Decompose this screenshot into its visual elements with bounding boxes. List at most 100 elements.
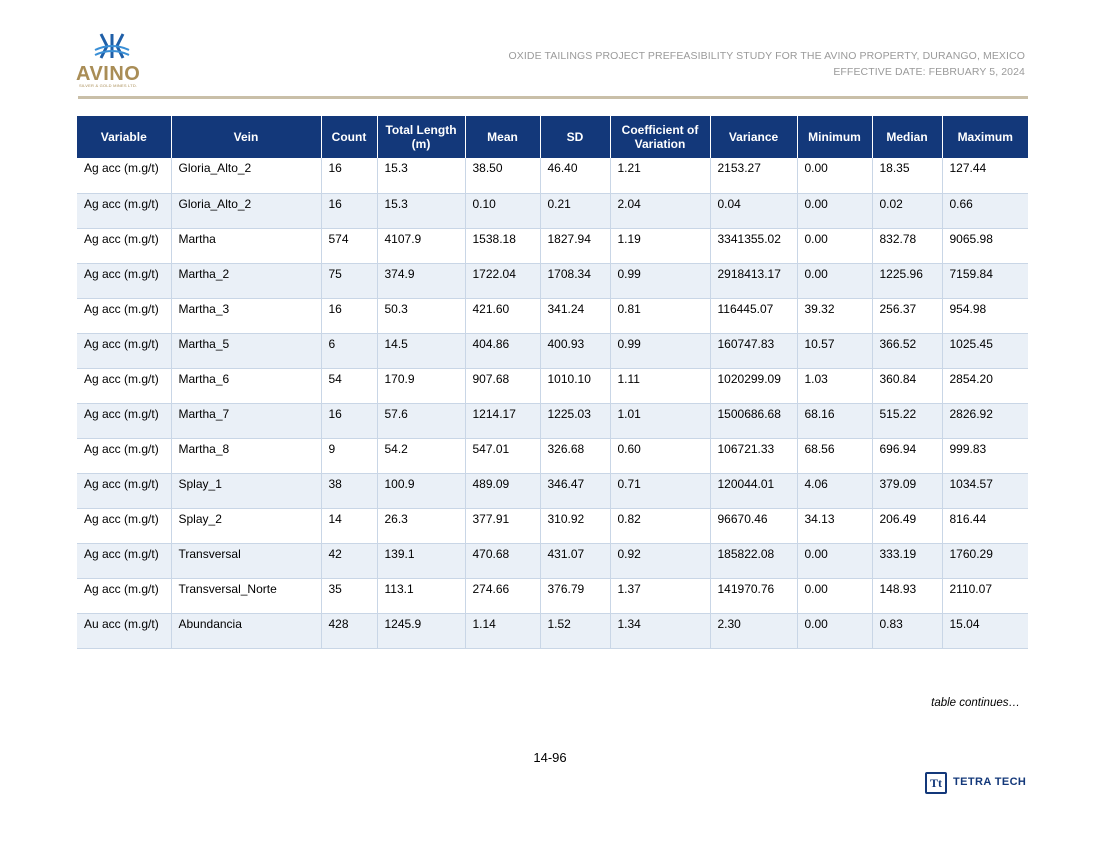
table-cell: 1245.9 bbox=[376, 613, 465, 649]
table-row: Ag acc (m.g/t) Martha 574 4107.9 1538.18 1827… bbox=[77, 228, 1028, 264]
column-header: Count bbox=[320, 116, 377, 158]
table-cell: 1010.10 bbox=[539, 368, 610, 404]
table-cell: 1225.03 bbox=[539, 403, 610, 439]
table-cell: 57.6 bbox=[376, 403, 465, 439]
table-cell: 256.37 bbox=[871, 298, 942, 334]
page-number: 14-96 bbox=[533, 750, 567, 765]
table-cell: 421.60 bbox=[464, 298, 540, 334]
table-cell: 18.35 bbox=[871, 158, 942, 194]
table-cell: 1.19 bbox=[609, 228, 710, 264]
table-row: Ag acc (m.g/t) Martha_7 16 57.6 1214.17 1225.… bbox=[77, 403, 1028, 439]
table-cell: 0.21 bbox=[539, 193, 610, 229]
table-cell: Splay_2 bbox=[170, 508, 321, 544]
table-cell: 3341355.02 bbox=[709, 228, 797, 264]
table-cell: 0.00 bbox=[796, 543, 872, 579]
table-cell: Gloria_Alto_2 bbox=[170, 193, 321, 229]
table-cell: 15.04 bbox=[941, 613, 1028, 649]
table-cell: 54.2 bbox=[376, 438, 465, 474]
table-cell: 310.92 bbox=[539, 508, 610, 544]
table-cell: 1.11 bbox=[609, 368, 710, 404]
table-header-row: Variable Vein Count Total Length (m) Mea… bbox=[77, 116, 1028, 158]
document-header: OXIDE TAILINGS PROJECT PREFEASIBILITY ST… bbox=[509, 48, 1026, 80]
table-cell: 34.13 bbox=[796, 508, 872, 544]
table-cell: Ag acc (m.g/t) bbox=[77, 438, 171, 474]
table-cell: Gloria_Alto_2 bbox=[170, 158, 321, 194]
table-cell: 9 bbox=[320, 438, 377, 474]
table-cell: Ag acc (m.g/t) bbox=[77, 543, 171, 579]
table-cell: 404.86 bbox=[464, 333, 540, 369]
table-cell: 0.99 bbox=[609, 263, 710, 299]
table-cell: Martha_7 bbox=[170, 403, 321, 439]
table-cell: 4107.9 bbox=[376, 228, 465, 264]
table-cell: 0.81 bbox=[609, 298, 710, 334]
table-cell: 9065.98 bbox=[941, 228, 1028, 264]
table-cell: 100.9 bbox=[376, 473, 465, 509]
table-cell: 16 bbox=[320, 158, 377, 194]
table-cell: 16 bbox=[320, 298, 377, 334]
table-cell: 0.00 bbox=[796, 578, 872, 614]
table-cell: 1.52 bbox=[539, 613, 610, 649]
table-cell: 816.44 bbox=[941, 508, 1028, 544]
table-cell: 139.1 bbox=[376, 543, 465, 579]
table-cell: 907.68 bbox=[464, 368, 540, 404]
table-cell: Ag acc (m.g/t) bbox=[77, 403, 171, 439]
table-cell: 1020299.09 bbox=[709, 368, 797, 404]
table-cell: 1.01 bbox=[609, 403, 710, 439]
table-cell: 42 bbox=[320, 543, 377, 579]
table-cell: 400.93 bbox=[539, 333, 610, 369]
table-cell: 2918413.17 bbox=[709, 263, 797, 299]
table-cell: 0.00 bbox=[796, 263, 872, 299]
tetra-tech-mark-icon: Tt bbox=[925, 772, 947, 794]
table-cell: 377.91 bbox=[464, 508, 540, 544]
column-header: Maximum bbox=[941, 116, 1028, 158]
table-cell: 113.1 bbox=[376, 578, 465, 614]
table-cell: 0.00 bbox=[796, 228, 872, 264]
table-cell: Ag acc (m.g/t) bbox=[77, 158, 171, 194]
table-cell: Au acc (m.g/t) bbox=[77, 613, 171, 649]
table-cell: Ag acc (m.g/t) bbox=[77, 263, 171, 299]
column-header: Variable bbox=[77, 116, 171, 158]
table-cell: 999.83 bbox=[941, 438, 1028, 474]
table-continues-note: table continues… bbox=[931, 697, 1020, 709]
table-cell: Martha_3 bbox=[170, 298, 321, 334]
table-cell: 0.66 bbox=[941, 193, 1028, 229]
table-cell: 2.30 bbox=[709, 613, 797, 649]
column-header: Variance bbox=[709, 116, 797, 158]
table-cell: 1708.34 bbox=[539, 263, 610, 299]
table-cell: 0.04 bbox=[709, 193, 797, 229]
table-cell: Martha bbox=[170, 228, 321, 264]
table-cell: 470.68 bbox=[464, 543, 540, 579]
table-cell: 15.3 bbox=[376, 193, 465, 229]
table-cell: 7159.84 bbox=[941, 263, 1028, 299]
table-row: Ag acc (m.g/t) Gloria_Alto_2 16 15.3 0.10 0.2… bbox=[77, 193, 1028, 229]
table-cell: 50.3 bbox=[376, 298, 465, 334]
table-cell: 26.3 bbox=[376, 508, 465, 544]
table-cell: 341.24 bbox=[539, 298, 610, 334]
table-row: Ag acc (m.g/t) Martha_2 75 374.9 1722.04 1708… bbox=[77, 263, 1028, 299]
table-cell: 1034.57 bbox=[941, 473, 1028, 509]
table-row: Ag acc (m.g/t) Splay_1 38 100.9 489.09 346.47… bbox=[77, 473, 1028, 509]
table-cell: 2826.92 bbox=[941, 403, 1028, 439]
table-cell: 10.57 bbox=[796, 333, 872, 369]
report-title: OXIDE TAILINGS PROJECT PREFEASIBILITY ST… bbox=[508, 50, 1025, 62]
statistics-table: Variable Vein Count Total Length (m) Mea… bbox=[77, 116, 1028, 649]
table-cell: 16 bbox=[320, 193, 377, 229]
table-cell: 1500686.68 bbox=[709, 403, 797, 439]
column-header: Minimum bbox=[796, 116, 872, 158]
table-cell: 1538.18 bbox=[464, 228, 540, 264]
table-row: Au acc (m.g/t) Abundancia 428 1245.9 1.14 1.5… bbox=[77, 613, 1028, 649]
table-cell: Ag acc (m.g/t) bbox=[77, 578, 171, 614]
table-cell: 366.52 bbox=[871, 333, 942, 369]
table-cell: 2153.27 bbox=[709, 158, 797, 194]
table-cell: 75 bbox=[320, 263, 377, 299]
table-cell: 2110.07 bbox=[941, 578, 1028, 614]
table-cell: 431.07 bbox=[539, 543, 610, 579]
table-cell: Martha_8 bbox=[170, 438, 321, 474]
table-cell: 1760.29 bbox=[941, 543, 1028, 579]
table-cell: 185822.08 bbox=[709, 543, 797, 579]
table-cell: 0.71 bbox=[609, 473, 710, 509]
table-cell: Ag acc (m.g/t) bbox=[77, 368, 171, 404]
column-header: Coefficient of Variation bbox=[609, 116, 710, 158]
avino-mark-icon bbox=[94, 33, 130, 59]
tetra-tech-wordmark: TETRA TECH bbox=[953, 776, 1027, 788]
